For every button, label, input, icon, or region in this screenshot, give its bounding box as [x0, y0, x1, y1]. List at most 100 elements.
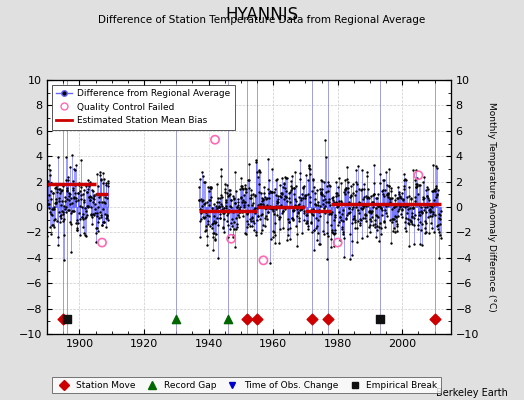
Point — [55, 198, 63, 204]
Point — [334, 184, 343, 190]
Point — [321, 196, 330, 202]
Point — [429, 162, 437, 168]
Point — [389, 201, 398, 208]
Point — [196, 234, 204, 240]
Point — [346, 182, 355, 189]
Point — [324, 316, 332, 322]
Point — [325, 211, 334, 217]
Point — [195, 176, 204, 182]
Point — [342, 214, 351, 221]
Point — [51, 199, 60, 206]
Point — [284, 232, 292, 238]
Point — [50, 216, 59, 222]
Point — [217, 166, 225, 172]
Point — [316, 186, 324, 192]
Point — [391, 197, 399, 203]
Point — [408, 210, 417, 216]
Point — [331, 214, 340, 220]
Point — [254, 212, 262, 219]
Point — [347, 238, 356, 244]
Point — [376, 203, 385, 210]
Point — [330, 217, 338, 224]
Point — [429, 208, 438, 215]
Point — [386, 185, 395, 191]
Point — [45, 162, 53, 168]
Point — [315, 241, 323, 247]
Point — [411, 212, 419, 218]
Point — [292, 203, 300, 209]
Point — [417, 208, 425, 214]
Point — [308, 187, 316, 194]
Point — [396, 211, 405, 218]
Point — [322, 189, 330, 196]
Point — [78, 214, 86, 220]
Point — [422, 209, 431, 216]
Point — [423, 193, 431, 199]
Point — [420, 207, 428, 214]
Point — [227, 204, 235, 210]
Point — [50, 206, 59, 212]
Point — [217, 173, 225, 179]
Point — [270, 228, 278, 235]
Point — [333, 204, 342, 210]
Point — [268, 206, 276, 212]
Point — [414, 226, 422, 232]
Point — [350, 212, 358, 219]
Point — [274, 176, 282, 182]
Point — [353, 201, 362, 207]
Point — [399, 195, 407, 202]
Point — [66, 191, 74, 197]
Point — [429, 211, 437, 217]
Point — [231, 200, 239, 206]
Point — [224, 210, 233, 216]
Point — [286, 224, 294, 231]
Point — [394, 195, 402, 202]
Point — [399, 186, 408, 192]
Point — [73, 217, 81, 224]
Point — [247, 192, 255, 198]
Point — [242, 188, 250, 195]
Point — [306, 198, 314, 205]
Point — [335, 214, 344, 220]
Point — [270, 232, 279, 238]
Point — [205, 202, 213, 209]
Point — [321, 210, 329, 216]
Point — [249, 227, 258, 233]
Point — [47, 211, 55, 218]
Point — [348, 216, 357, 222]
Point — [409, 167, 418, 173]
Point — [208, 205, 216, 211]
Point — [227, 236, 235, 242]
Point — [54, 234, 62, 240]
Point — [393, 221, 401, 227]
Point — [257, 230, 265, 237]
Point — [320, 179, 328, 186]
Point — [289, 216, 297, 222]
Point — [361, 203, 369, 209]
Point — [356, 216, 365, 223]
Point — [375, 219, 384, 226]
Point — [200, 214, 209, 221]
Point — [282, 194, 290, 200]
Point — [332, 178, 341, 185]
Point — [333, 239, 342, 246]
Point — [343, 164, 351, 170]
Point — [425, 207, 433, 213]
Point — [88, 186, 96, 193]
Point — [75, 182, 83, 188]
Point — [231, 200, 239, 207]
Point — [48, 212, 57, 219]
Point — [252, 158, 260, 165]
Point — [49, 190, 57, 196]
Point — [201, 214, 209, 220]
Point — [345, 210, 353, 216]
Point — [282, 188, 290, 194]
Point — [59, 209, 67, 215]
Point — [299, 203, 307, 209]
Point — [71, 162, 80, 168]
Point — [303, 176, 312, 183]
Point — [47, 231, 56, 237]
Point — [408, 214, 417, 220]
Point — [210, 201, 219, 208]
Point — [337, 217, 345, 223]
